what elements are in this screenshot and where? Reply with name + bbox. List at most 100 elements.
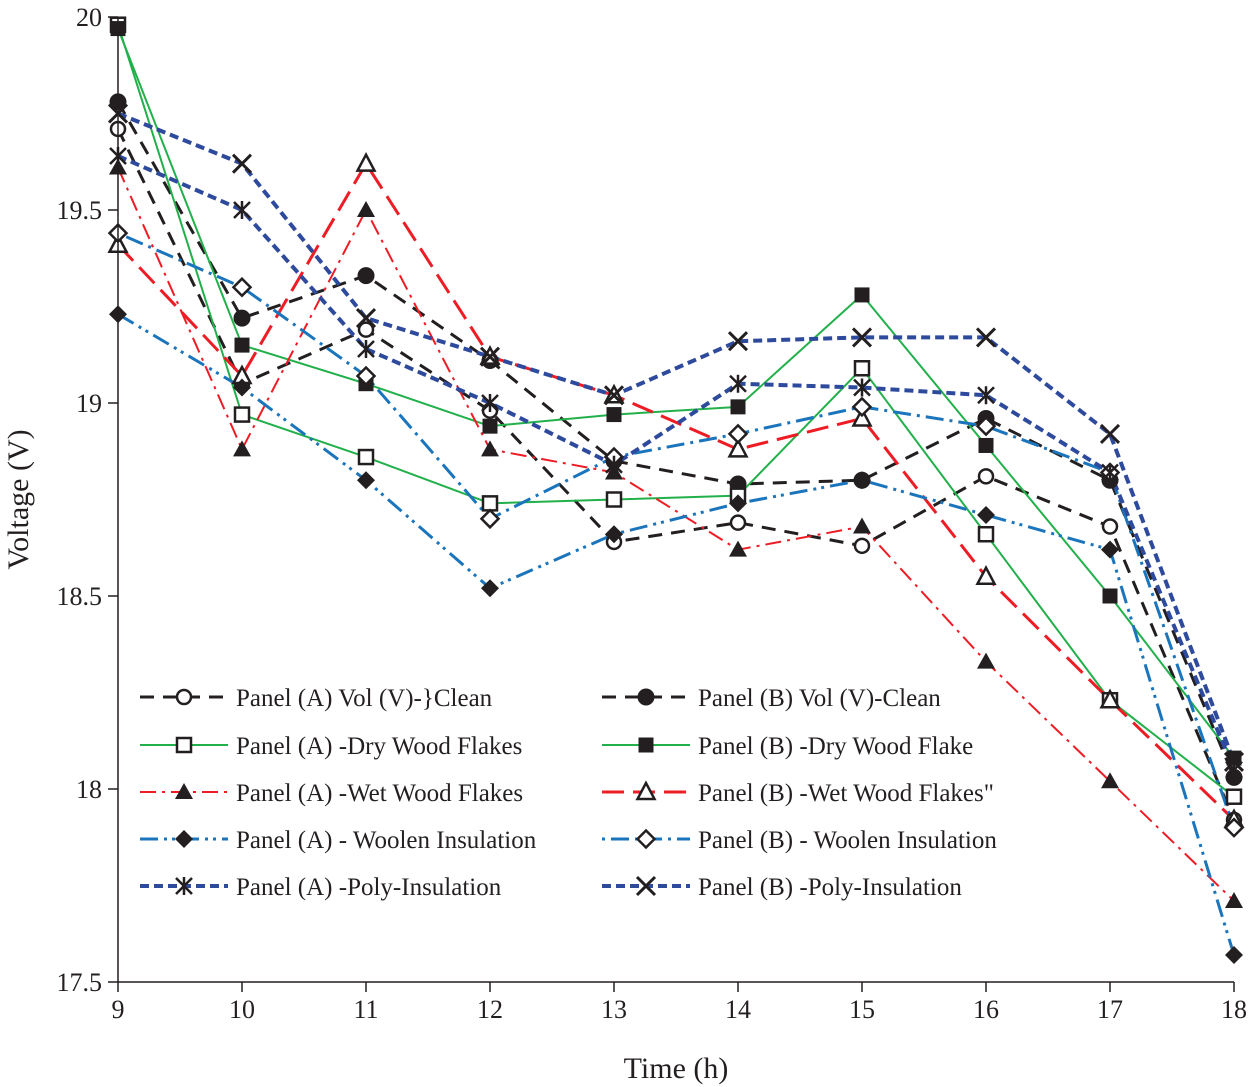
data-point (357, 267, 375, 285)
legend-marker (175, 830, 193, 848)
data-point (978, 437, 994, 453)
y-tick-label: 18 (76, 775, 102, 804)
series-line (117, 312, 1236, 956)
data-point (605, 525, 623, 544)
series-7 (117, 312, 1236, 956)
legend-entry-2: Panel (B) Vol (V)-Clean (602, 685, 941, 712)
series-line (117, 24, 1235, 798)
legend-marker (175, 736, 193, 754)
data-point (851, 406, 873, 427)
data-point (853, 517, 871, 534)
series-1-markers (109, 120, 1243, 829)
data-point (231, 153, 253, 174)
data-point (1223, 817, 1245, 838)
data-point (355, 365, 377, 387)
data-point (605, 455, 623, 474)
legend-label: Panel (A) Vol (V)-}Clean (236, 685, 493, 712)
data-point (482, 418, 498, 434)
legend-entry-1: Panel (A) Vol (V)-}Clean (140, 685, 493, 712)
data-point (853, 378, 871, 397)
series-9 (117, 154, 1236, 771)
data-point (357, 201, 375, 217)
data-point (234, 337, 250, 353)
series-8-markers (107, 222, 1245, 838)
legend-entry-5: Panel (A) -Wet Wood Flakes (140, 780, 523, 807)
data-point (357, 471, 375, 490)
y-tick-label: 17.5 (57, 968, 103, 997)
data-point (1225, 788, 1243, 805)
series-line (117, 111, 1236, 763)
data-point (853, 471, 871, 490)
data-point (853, 360, 871, 377)
data-point (851, 396, 873, 418)
legend-label: Panel (B) -Poly-Insulation (698, 874, 962, 901)
series-4-markers (110, 21, 1242, 766)
series-2-markers (109, 93, 1243, 786)
data-point (729, 540, 747, 557)
series-line (117, 231, 1236, 829)
legend-label: Panel (A) -Wet Wood Flakes (236, 780, 523, 807)
x-tick-label: 13 (601, 995, 627, 1024)
legend-entry-4: Panel (B) -Dry Wood Flake (602, 733, 973, 760)
x-axis-title: Time (h) (624, 1052, 729, 1085)
data-point (481, 579, 499, 598)
y-axis-title: Voltage (V) (2, 429, 35, 569)
data-point (975, 565, 997, 585)
x-tick-label: 9 (112, 995, 125, 1024)
data-point (1101, 518, 1119, 535)
series-8 (117, 231, 1236, 829)
data-point (729, 374, 747, 393)
data-point (355, 152, 377, 172)
data-point (730, 399, 746, 415)
x-tick-label: 11 (353, 995, 378, 1024)
legend-entry-10: Panel (B) -Poly-Insulation (602, 874, 962, 901)
x-tick-label: 14 (725, 995, 751, 1024)
legend-label: Panel (A) -Poly-Insulation (236, 874, 502, 901)
data-point (357, 339, 375, 358)
legend-label: Panel (A) - Woolen Insulation (236, 827, 537, 854)
legend-entry-9: Panel (A) -Poly-Insulation (140, 874, 502, 901)
y-tick-label: 20 (76, 3, 102, 32)
series-line (116, 162, 1236, 821)
data-point (975, 327, 997, 348)
legend-marker (637, 688, 655, 706)
data-point (854, 287, 870, 303)
series-layer (107, 16, 1245, 964)
data-point (481, 495, 499, 512)
data-point (1101, 772, 1119, 789)
data-point (727, 437, 749, 458)
series-6-markers (107, 152, 1245, 829)
legend-label: Panel (B) -Dry Wood Flake (698, 733, 973, 760)
legend-marker (175, 877, 193, 895)
series-7-markers (109, 305, 1243, 964)
series-2 (116, 101, 1236, 778)
series-10 (117, 111, 1236, 763)
legend-marker (635, 875, 657, 897)
legend-label: Panel (A) -Dry Wood Flakes (236, 733, 522, 760)
series-line (116, 128, 1236, 821)
data-point (233, 201, 251, 219)
legend-label: Panel (B) Vol (V)-Clean (698, 685, 941, 712)
data-point (233, 440, 251, 457)
x-tick-label: 16 (973, 995, 999, 1024)
data-point (727, 423, 749, 445)
data-point (606, 407, 622, 423)
series-4 (117, 28, 1235, 759)
x-tick-label: 18 (1221, 995, 1247, 1024)
data-point (479, 346, 501, 367)
legend-label: Panel (B) -Wet Wood Flakes" (698, 780, 994, 807)
legend: Panel (A) Vol (V)-}Clean Panel (B) Vol (V… (140, 685, 997, 901)
data-point (233, 406, 251, 423)
y-tick-label: 19 (76, 389, 102, 418)
axes (117, 17, 1234, 983)
x-tick-label: 15 (849, 995, 875, 1024)
data-point (727, 331, 749, 352)
legend-label: Panel (B) - Woolen Insulation (698, 827, 997, 854)
series-line (117, 154, 1236, 771)
legend-entry-7: Panel (A) - Woolen Insulation (140, 827, 537, 854)
data-point (1225, 891, 1243, 908)
legend-marker (175, 688, 193, 706)
data-point (729, 514, 747, 531)
y-tick-label: 19.5 (57, 196, 103, 225)
